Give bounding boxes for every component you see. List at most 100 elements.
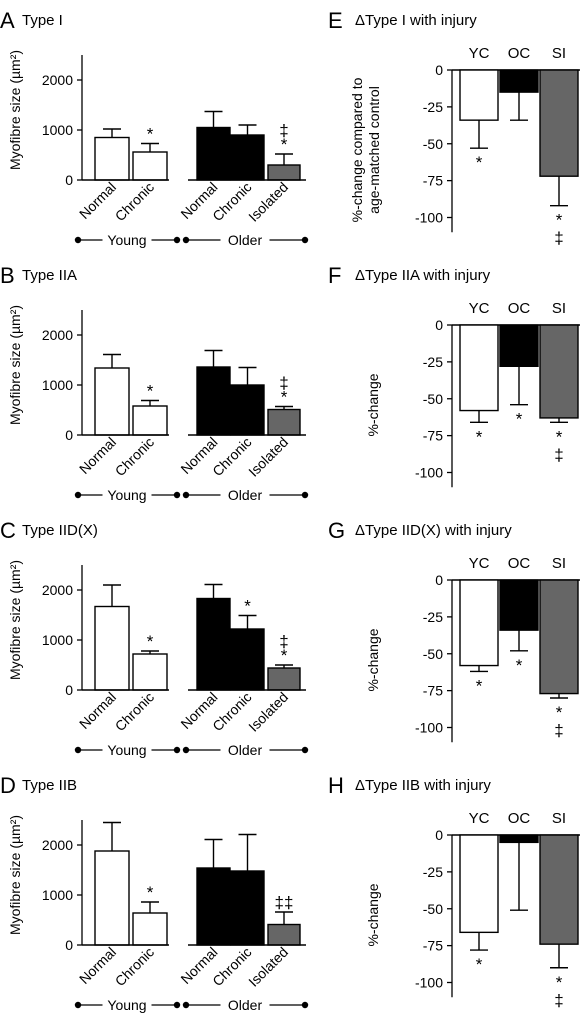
y-tick-label: 0: [65, 427, 73, 443]
group-dot: [182, 746, 190, 754]
panel-letter: C: [0, 518, 16, 543]
x-tick-label: Isolated: [245, 689, 291, 735]
panel-g: G ΔType IID(X) with injury YC OC SI 0 -25 -50 -7…: [328, 518, 580, 743]
x-tick-label: Isolated: [245, 179, 291, 225]
y-tick-label: -50: [423, 646, 443, 662]
group-dot: [182, 236, 190, 244]
bar: [230, 628, 265, 691]
panel-letter: E: [328, 8, 343, 33]
bar: [230, 870, 265, 946]
group-dot: [74, 746, 82, 754]
y-tick-label: -50: [423, 901, 443, 917]
x-tick-label: YC: [469, 555, 490, 572]
group-dot: [74, 236, 82, 244]
bar: [267, 408, 301, 436]
significance-marker: *: [476, 427, 483, 446]
y-tick-label: 0: [435, 572, 443, 588]
significance-marker: *: [516, 656, 523, 675]
bar: [539, 834, 579, 945]
panel-e: E ΔType I with injury YC OC SI 0 -25 -50 -75 -100…: [328, 8, 580, 248]
x-tick-label: OC: [508, 300, 531, 317]
group-label: Young: [107, 487, 146, 503]
group-dot: [182, 491, 190, 499]
panel-title: ΔType IID(X) with injury: [355, 522, 512, 539]
group-dot: [173, 1001, 181, 1009]
x-tick-label: Chronic: [112, 689, 157, 734]
x-tick-label: SI: [552, 810, 566, 827]
y-tick-label: -100: [415, 210, 443, 226]
bar: [499, 579, 539, 631]
panel-d: D Type IIB 0 1000 2000 Myofibre size (µm²) Nor…: [0, 773, 309, 1013]
y-axis-label: Myofibre size (µm²): [7, 50, 23, 170]
bar: [459, 69, 499, 121]
group-dot: [173, 746, 181, 754]
significance-marker: *: [476, 676, 483, 695]
x-tick-label: Chronic: [112, 179, 157, 224]
y-axis-label: %-change compared to: [349, 77, 365, 222]
x-tick-label: Normal: [76, 179, 119, 222]
group-dot: [301, 1001, 309, 1009]
panel-title: Type IID(X): [22, 522, 98, 539]
y-tick-label: -25: [423, 864, 443, 880]
y-tick-label: 1000: [42, 887, 73, 903]
group-dot: [301, 236, 309, 244]
y-tick-label: 0: [435, 317, 443, 333]
y-tick-label: 0: [65, 937, 73, 953]
panel-title: Type IIB: [22, 777, 77, 794]
significance-marker: ‡: [279, 632, 288, 651]
group-label: Young: [107, 232, 146, 248]
x-tick-label: SI: [552, 45, 566, 62]
significance-marker: *: [516, 410, 523, 429]
x-tick-label: OC: [508, 810, 531, 827]
panel-c: C Type IID(X) 0 1000 2000 Myofibre size (µm²)…: [0, 518, 309, 758]
significance-marker: *: [147, 632, 154, 651]
bar: [196, 126, 231, 181]
bar: [132, 912, 168, 946]
bar: [94, 136, 130, 181]
y-tick-label: 1000: [42, 122, 73, 138]
y-tick-label: 0: [65, 682, 73, 698]
y-tick-label: -75: [423, 428, 443, 444]
significance-marker: *: [476, 955, 483, 974]
significance-marker: *: [556, 973, 563, 992]
y-tick-label: 1000: [42, 377, 73, 393]
group-dot: [173, 236, 181, 244]
significance-marker: *: [281, 135, 288, 154]
panel-letter: B: [0, 263, 15, 288]
y-tick-label: 0: [435, 827, 443, 843]
panel-a: A Type I 0 1000 2000 Myofibre size (µm²) Norma…: [0, 8, 309, 248]
bar: [196, 597, 231, 691]
y-tick-label: 2000: [42, 72, 73, 88]
significance-marker: ‡‡: [275, 893, 294, 912]
bar: [459, 324, 499, 412]
panel-letter: H: [328, 773, 344, 798]
y-axis-label: Myofibre size (µm²): [7, 305, 23, 425]
bar: [94, 367, 130, 436]
bar: [196, 867, 231, 946]
group-dot: [301, 491, 309, 499]
bar: [196, 366, 231, 436]
significance-marker: *: [244, 597, 251, 616]
group-dot: [74, 491, 82, 499]
group-label: Older: [228, 742, 263, 758]
bar: [499, 324, 539, 367]
y-tick-label: -25: [423, 99, 443, 115]
y-tick-label: -75: [423, 173, 443, 189]
y-tick-label: 0: [65, 172, 73, 188]
y-tick-label: 0: [435, 62, 443, 78]
panel-title: Type I: [22, 12, 63, 29]
group-label: Older: [228, 487, 263, 503]
bar: [539, 324, 579, 419]
significance-marker: *: [147, 125, 154, 144]
group-dot: [182, 1001, 190, 1009]
group-dot: [173, 491, 181, 499]
y-tick-label: -50: [423, 136, 443, 152]
bar: [539, 579, 579, 695]
y-axis-label: %-change: [365, 373, 381, 436]
bar: [230, 384, 265, 436]
significance-marker: *: [147, 382, 154, 401]
panel-letter: G: [328, 518, 345, 543]
significance-marker: *: [476, 153, 483, 172]
x-tick-label: YC: [469, 810, 490, 827]
